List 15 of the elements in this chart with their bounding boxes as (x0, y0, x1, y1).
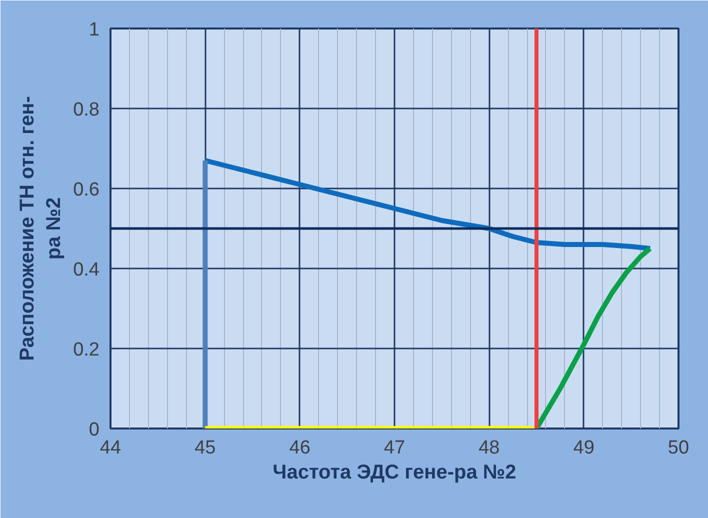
x-tick-label: 46 (289, 438, 310, 458)
y-tick-label: 0.2 (73, 340, 100, 360)
x-tick-label: 47 (384, 438, 406, 458)
y-tick-label: 1 (88, 20, 100, 40)
x-tick-label: 48 (478, 438, 500, 458)
x-axis-title: Частота ЭДС гене-ра №2 (272, 462, 516, 484)
y-tick-label: 0.4 (73, 260, 100, 280)
y-axis-title: Расположение ТН отн. ген- ра №2 (16, 96, 66, 361)
y-tick-label: 0 (88, 420, 100, 440)
y-tick-label: 0.6 (73, 180, 100, 200)
x-tick-label: 45 (194, 438, 216, 458)
y-tick-label: 0.8 (73, 100, 100, 120)
x-tick-label: 50 (668, 438, 690, 458)
x-tick-label: 44 (100, 438, 122, 458)
x-tick-label: 49 (573, 438, 594, 458)
